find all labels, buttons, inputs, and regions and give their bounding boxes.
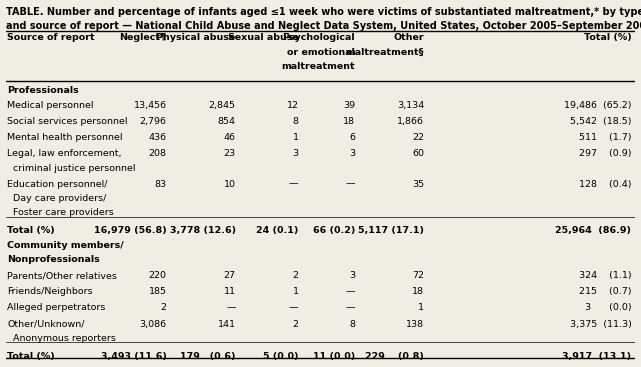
Text: 18: 18	[412, 287, 424, 297]
Text: 24 (0.1): 24 (0.1)	[256, 226, 299, 235]
Text: —: —	[345, 179, 355, 189]
Text: Mental health personnel: Mental health personnel	[7, 133, 122, 142]
Text: 12: 12	[287, 101, 299, 110]
Text: 19,486  (65.2): 19,486 (65.2)	[564, 101, 631, 110]
Text: or emotional: or emotional	[287, 48, 355, 57]
Text: Community members/: Community members/	[7, 241, 124, 250]
Text: Source of report: Source of report	[7, 33, 95, 42]
Text: 60: 60	[412, 149, 424, 158]
Text: Psychological: Psychological	[283, 33, 355, 42]
Text: 83: 83	[154, 179, 167, 189]
Text: 46: 46	[224, 133, 236, 142]
Text: 2: 2	[292, 271, 299, 280]
Text: 297    (0.9): 297 (0.9)	[579, 149, 631, 158]
Text: criminal justice personnel: criminal justice personnel	[7, 164, 135, 172]
Text: 1: 1	[292, 133, 299, 142]
Text: 35: 35	[412, 179, 424, 189]
Text: 72: 72	[412, 271, 424, 280]
Text: 39: 39	[343, 101, 355, 110]
Text: Parents/Other relatives: Parents/Other relatives	[7, 271, 117, 280]
Text: 128    (0.4): 128 (0.4)	[579, 179, 631, 189]
Text: 1: 1	[292, 287, 299, 297]
Text: 3,134: 3,134	[397, 101, 424, 110]
Text: 27: 27	[224, 271, 236, 280]
Text: 2: 2	[292, 320, 299, 328]
Text: Foster care providers: Foster care providers	[7, 208, 114, 217]
Text: 5,117 (17.1): 5,117 (17.1)	[358, 226, 424, 235]
Text: maltreatment: maltreatment	[281, 62, 355, 71]
Text: 6: 6	[349, 133, 355, 142]
Text: Anonymous reporters: Anonymous reporters	[7, 334, 116, 343]
Text: Total (%): Total (%)	[584, 33, 631, 42]
Text: Neglect¶: Neglect¶	[119, 33, 167, 42]
Text: 66 (0.2): 66 (0.2)	[313, 226, 355, 235]
Text: 25,964  (86.9): 25,964 (86.9)	[556, 226, 631, 235]
Text: 11: 11	[224, 287, 236, 297]
Text: 185: 185	[149, 287, 167, 297]
Text: 8: 8	[349, 320, 355, 328]
Text: 10: 10	[224, 179, 236, 189]
Text: 215    (0.7): 215 (0.7)	[579, 287, 631, 297]
Text: 11 (0.0): 11 (0.0)	[313, 352, 355, 360]
Text: and source of report — National Child Abuse and Neglect Data System, United Stat: and source of report — National Child Ab…	[6, 21, 641, 31]
Text: —: —	[345, 287, 355, 297]
Text: Sexual abuse: Sexual abuse	[228, 33, 299, 42]
Text: —: —	[289, 179, 299, 189]
Text: maltreatment§: maltreatment§	[345, 48, 424, 57]
Text: 511    (1.7): 511 (1.7)	[579, 133, 631, 142]
Text: TABLE. Number and percentage of infants aged ≤1 week who were victims of substan: TABLE. Number and percentage of infants …	[6, 7, 641, 17]
Text: 5,542  (18.5): 5,542 (18.5)	[570, 117, 631, 126]
Text: Physical abuse: Physical abuse	[156, 33, 236, 42]
Text: Education personnel/: Education personnel/	[7, 179, 108, 189]
Text: 3,493 (11.6): 3,493 (11.6)	[101, 352, 167, 360]
Text: 2: 2	[161, 304, 167, 312]
Text: Legal, law enforcement,: Legal, law enforcement,	[7, 149, 122, 158]
Text: 2,845: 2,845	[209, 101, 236, 110]
Text: Total (%): Total (%)	[7, 226, 54, 235]
Text: 1,866: 1,866	[397, 117, 424, 126]
Text: 8: 8	[292, 117, 299, 126]
Text: 229    (0.8): 229 (0.8)	[365, 352, 424, 360]
Text: 3,086: 3,086	[140, 320, 167, 328]
Text: Other/Unknown/: Other/Unknown/	[7, 320, 85, 328]
Text: 208: 208	[149, 149, 167, 158]
Text: 23: 23	[224, 149, 236, 158]
Text: —: —	[289, 304, 299, 312]
Text: Friends/Neighbors: Friends/Neighbors	[7, 287, 93, 297]
Text: 22: 22	[412, 133, 424, 142]
Text: 854: 854	[218, 117, 236, 126]
Text: 16,979 (56.8): 16,979 (56.8)	[94, 226, 167, 235]
Text: Nonprofessionals: Nonprofessionals	[7, 255, 100, 265]
Text: Total (%): Total (%)	[7, 352, 54, 360]
Text: 179   (0.6): 179 (0.6)	[180, 352, 236, 360]
Text: 5 (0.0): 5 (0.0)	[263, 352, 299, 360]
Text: 3      (0.0): 3 (0.0)	[585, 304, 631, 312]
Text: 436: 436	[149, 133, 167, 142]
Text: 3: 3	[292, 149, 299, 158]
Text: 3,917  (13.1): 3,917 (13.1)	[562, 352, 631, 360]
Text: Alleged perpetrators: Alleged perpetrators	[7, 304, 105, 312]
Text: 324    (1.1): 324 (1.1)	[579, 271, 631, 280]
Text: Day care providers/: Day care providers/	[7, 194, 106, 203]
Text: 13,456: 13,456	[133, 101, 167, 110]
Text: —: —	[226, 304, 236, 312]
Text: 2,796: 2,796	[140, 117, 167, 126]
Text: 220: 220	[149, 271, 167, 280]
Text: —: —	[345, 304, 355, 312]
Text: 3,375  (11.3): 3,375 (11.3)	[570, 320, 631, 328]
Text: Social services personnel: Social services personnel	[7, 117, 128, 126]
Text: 138: 138	[406, 320, 424, 328]
Text: 3,778 (12.6): 3,778 (12.6)	[170, 226, 236, 235]
Text: 141: 141	[218, 320, 236, 328]
Text: 3: 3	[349, 271, 355, 280]
Text: 18: 18	[343, 117, 355, 126]
Text: Other: Other	[394, 33, 424, 42]
Text: Medical personnel: Medical personnel	[7, 101, 94, 110]
Text: Professionals: Professionals	[7, 86, 79, 95]
Text: 3: 3	[349, 149, 355, 158]
Text: 1: 1	[418, 304, 424, 312]
